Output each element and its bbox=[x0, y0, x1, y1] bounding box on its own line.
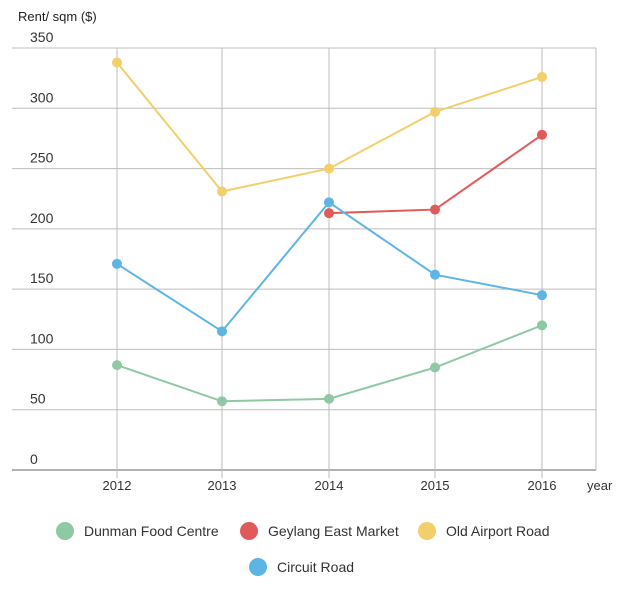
legend-swatch bbox=[418, 522, 436, 540]
legend-row-1: Dunman Food Centre Geylang East Market O… bbox=[0, 518, 632, 554]
x-tick-2013: 2013 bbox=[208, 478, 237, 493]
point-dunman-food-centre-2013 bbox=[217, 396, 227, 407]
series-circuit-road bbox=[112, 197, 547, 337]
point-dunman-food-centre-2015 bbox=[430, 362, 440, 373]
x-tick-labels: 2012 2013 2014 2015 2016 bbox=[103, 478, 557, 493]
point-old-airport-road-2012 bbox=[112, 57, 122, 68]
point-old-airport-road-2016 bbox=[537, 71, 547, 82]
y-tick-250: 250 bbox=[30, 150, 54, 166]
point-circuit-road-2014 bbox=[324, 197, 334, 208]
legend-label: Old Airport Road bbox=[446, 523, 550, 539]
y-tick-50: 50 bbox=[30, 391, 46, 407]
x-tick-2014: 2014 bbox=[315, 478, 344, 493]
legend-swatch bbox=[240, 522, 258, 540]
y-tick-200: 200 bbox=[30, 210, 54, 226]
grid bbox=[12, 47, 597, 478]
point-dunman-food-centre-2016 bbox=[537, 320, 547, 331]
legend-item-circuit-road: Circuit Road bbox=[249, 558, 354, 576]
line-chart: Rent/ sqm ($) 0 50 100 150 200 250 300 350 2012… bbox=[12, 9, 613, 493]
x-tick-2015: 2015 bbox=[421, 478, 450, 493]
point-dunman-food-centre-2014 bbox=[324, 393, 334, 404]
series-old-airport-road bbox=[112, 57, 547, 197]
x-axis-label: year bbox=[587, 478, 613, 493]
legend-item-dunman-food-centre: Dunman Food Centre bbox=[56, 522, 219, 540]
y-tick-100: 100 bbox=[30, 330, 54, 346]
point-geylang-east-market-2015 bbox=[430, 204, 440, 215]
point-dunman-food-centre-2012 bbox=[112, 360, 122, 371]
series-layer bbox=[112, 57, 547, 407]
y-tick-0: 0 bbox=[30, 451, 38, 467]
point-circuit-road-2013 bbox=[217, 326, 227, 337]
point-old-airport-road-2014 bbox=[324, 163, 334, 174]
y-tick-300: 300 bbox=[30, 89, 54, 105]
point-circuit-road-2012 bbox=[112, 258, 122, 269]
y-tick-150: 150 bbox=[30, 270, 54, 286]
legend-row-2: Circuit Road bbox=[0, 554, 632, 590]
x-tick-2012: 2012 bbox=[103, 478, 132, 493]
y-tick-350: 350 bbox=[30, 29, 54, 45]
legend-swatch bbox=[56, 522, 74, 540]
legend-label: Dunman Food Centre bbox=[84, 523, 219, 539]
point-geylang-east-market-2014 bbox=[324, 208, 334, 219]
legend: Dunman Food Centre Geylang East Market O… bbox=[0, 518, 632, 590]
legend-item-geylang-east-market: Geylang East Market bbox=[240, 522, 399, 540]
y-tick-labels: 0 50 100 150 200 250 300 350 bbox=[30, 29, 54, 467]
x-tick-2016: 2016 bbox=[528, 478, 557, 493]
point-geylang-east-market-2016 bbox=[537, 129, 547, 140]
point-old-airport-road-2013 bbox=[217, 186, 227, 197]
point-old-airport-road-2015 bbox=[430, 106, 440, 117]
point-circuit-road-2015 bbox=[430, 269, 440, 280]
series-dunman-food-centre bbox=[112, 320, 547, 407]
legend-label: Geylang East Market bbox=[268, 523, 399, 539]
series-geylang-east-market bbox=[324, 129, 547, 219]
y-axis-label: Rent/ sqm ($) bbox=[18, 9, 97, 24]
legend-item-old-airport-road: Old Airport Road bbox=[418, 522, 550, 540]
legend-label: Circuit Road bbox=[277, 559, 355, 575]
point-circuit-road-2016 bbox=[537, 290, 547, 301]
legend-swatch bbox=[249, 558, 267, 576]
